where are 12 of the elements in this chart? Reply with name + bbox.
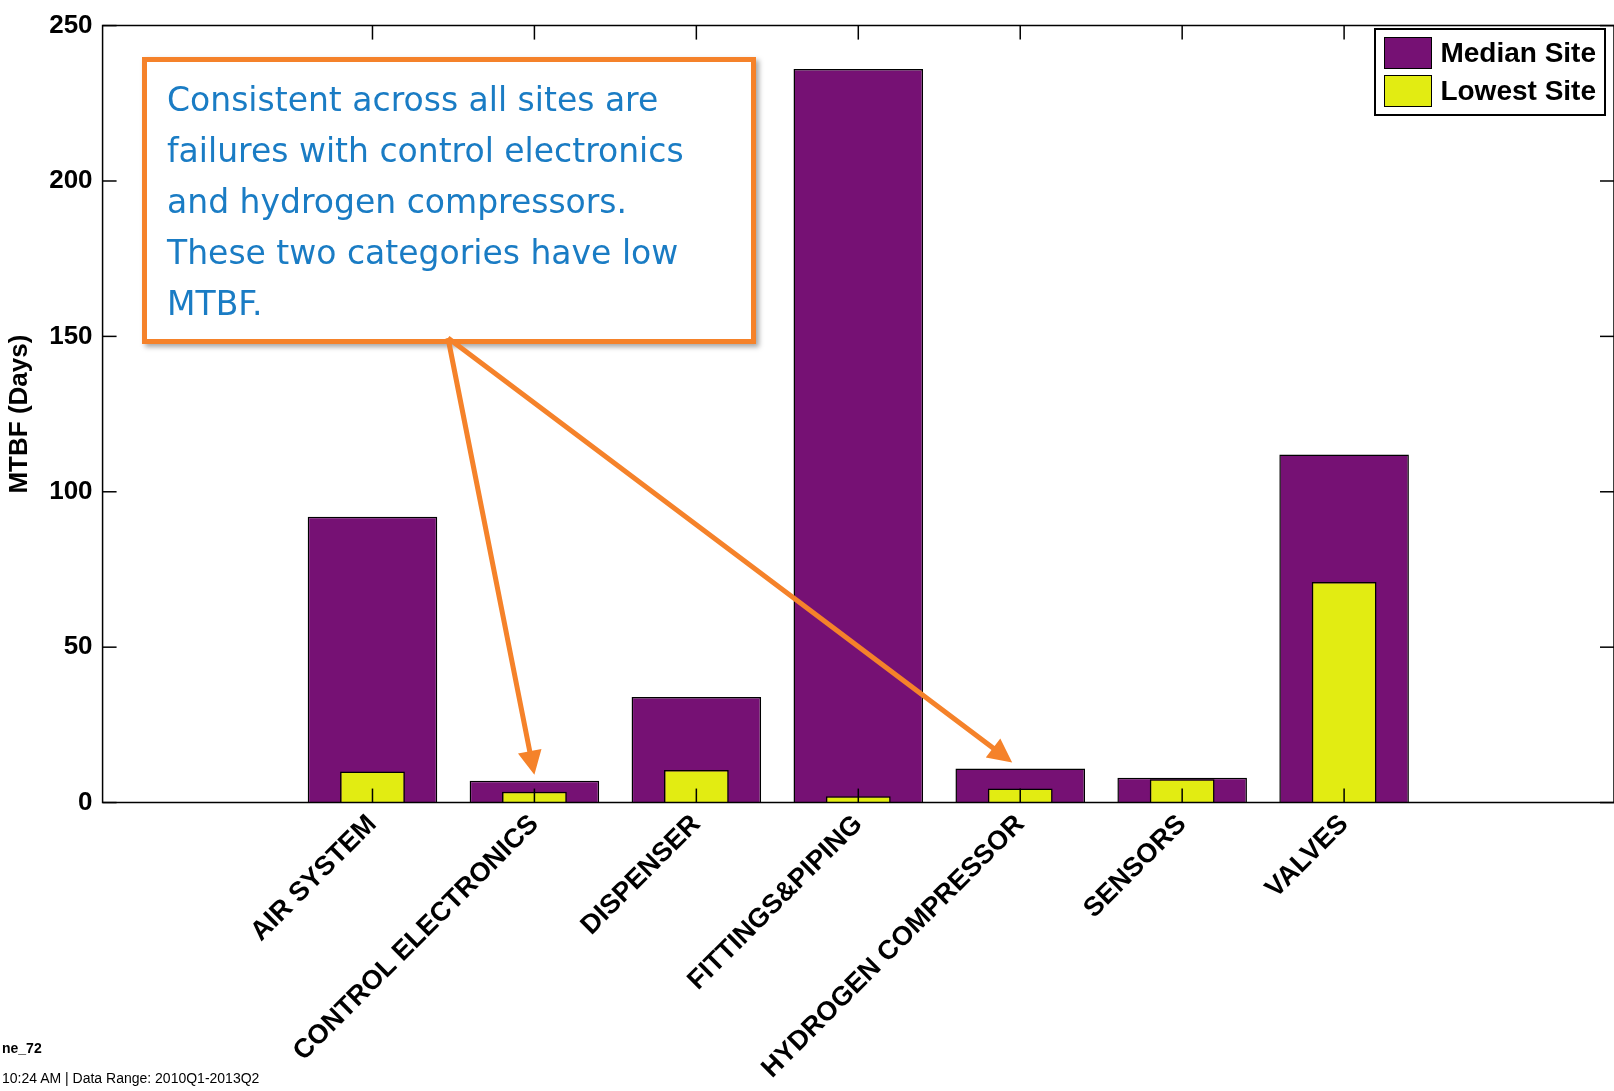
text: ne_72: [2, 1040, 42, 1056]
annotation: Consistent across all sites are failures with control electronics and hydrogen compressors. These two categories have low MTBF.: [142, 57, 756, 344]
text: 10:24 AM | Data Range: 2010Q1-2013Q2: [2, 1070, 260, 1086]
y-axis-title: MTBF (Days): [2, 334, 33, 494]
y-tick-label: 250: [49, 8, 93, 39]
y-tick-label: 200: [49, 164, 93, 195]
legend-label: Lowest Site: [1440, 74, 1596, 108]
legend-label: Median Site: [1440, 36, 1596, 70]
y-tick-label: 150: [49, 319, 93, 350]
y-tick-label: 100: [49, 474, 93, 505]
y-tick-label: 50: [63, 630, 93, 661]
y-tick-label: 0: [78, 785, 93, 816]
